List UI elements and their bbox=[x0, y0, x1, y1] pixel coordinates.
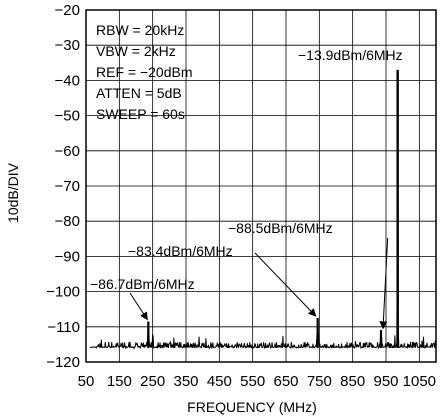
y-tick-label: −100 bbox=[46, 284, 80, 301]
annotation-arrows bbox=[129, 237, 389, 330]
annotation-label: −13.9dBm/6MHz bbox=[298, 47, 403, 63]
y-tick-label: −30 bbox=[55, 37, 80, 54]
annotation-label: −88.5dBm/6MHz bbox=[228, 220, 333, 236]
x-tick-labels: 50 150 250 350 450 550 650 750 850 950 1… bbox=[78, 373, 436, 390]
setting-line: ATTEN = 5dB bbox=[96, 85, 182, 101]
y-tick-labels: −20 −30 −40 −50 −60 −70 −80 −90 −100 −11… bbox=[46, 2, 80, 371]
plot-frame bbox=[85, 9, 437, 363]
y-tick-label: −40 bbox=[55, 72, 80, 89]
x-tick-label: 350 bbox=[173, 373, 198, 390]
annotation-label: −86.7dBm/6MHz bbox=[90, 276, 195, 292]
y-tick-label: −120 bbox=[46, 354, 80, 371]
x-tick-label: 650 bbox=[273, 373, 298, 390]
y-tick-label: −60 bbox=[55, 143, 80, 160]
y-tick-label: −90 bbox=[55, 248, 80, 265]
annotation-arrow bbox=[254, 252, 317, 317]
x-axis-title: FREQUENCY (MHz) bbox=[187, 399, 317, 415]
setting-line: REF = −20dBm bbox=[96, 64, 193, 80]
y-axis-title: 10dB/DIV bbox=[5, 162, 21, 223]
y-tick-label: −70 bbox=[55, 178, 80, 195]
x-tick-label: 450 bbox=[207, 373, 232, 390]
annotation-label: −83.4dBm/6MHz bbox=[128, 243, 233, 259]
y-tick-label: −80 bbox=[55, 213, 80, 230]
x-tick-label: 1050 bbox=[403, 373, 436, 390]
x-tick-label: 750 bbox=[307, 373, 332, 390]
x-tick-label: 250 bbox=[140, 373, 165, 390]
annotation-arrow bbox=[379, 237, 389, 330]
setting-line: RBW = 20kHz bbox=[96, 22, 184, 38]
x-tick-label: 50 bbox=[78, 373, 95, 390]
x-tick-label: 150 bbox=[107, 373, 132, 390]
annotation-arrow bbox=[129, 292, 148, 321]
spectrum-trace-layer bbox=[89, 69, 436, 349]
y-tick-label: −20 bbox=[55, 2, 80, 19]
setting-line: SWEEP = 60s bbox=[96, 106, 185, 122]
analyzer-settings: RBW = 20kHz VBW = 2kHz REF = −20dBm ATTE… bbox=[96, 22, 193, 122]
y-tick-label: −110 bbox=[47, 319, 80, 336]
x-tick-label: 950 bbox=[373, 373, 398, 390]
x-tick-label: 850 bbox=[340, 373, 365, 390]
setting-line: VBW = 2kHz bbox=[96, 43, 176, 59]
annotations: −13.9dBm/6MHz −88.5dBm/6MHz −83.4dBm/6MH… bbox=[90, 47, 403, 292]
x-tick-label: 550 bbox=[240, 373, 265, 390]
y-tick-label: −50 bbox=[55, 108, 80, 125]
